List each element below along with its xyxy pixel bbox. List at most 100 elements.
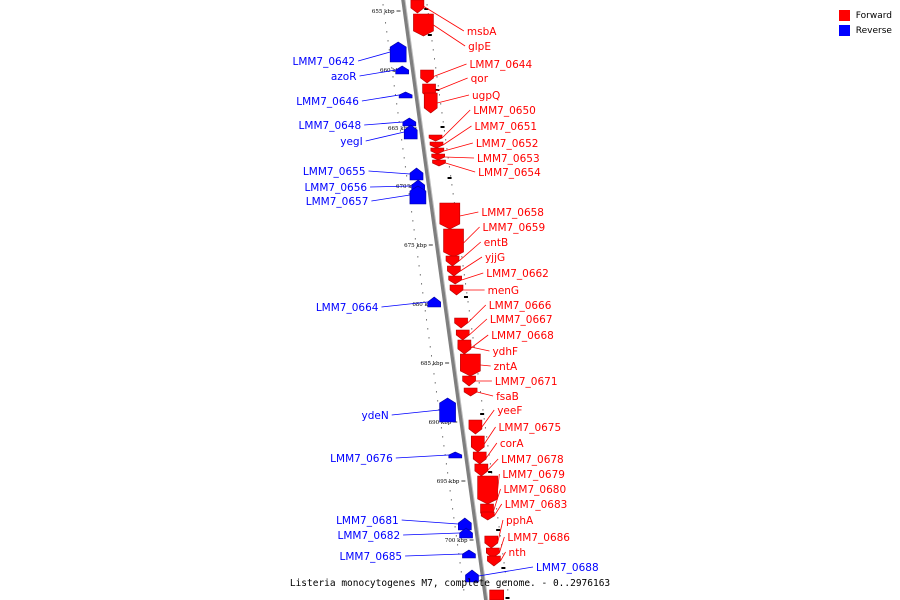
gene-fsab-label: fsaB <box>496 391 519 403</box>
gene-msba-label: msbA <box>467 26 497 38</box>
guide-dot <box>482 409 484 411</box>
gene-znta <box>460 353 481 377</box>
gene-lmm7-0642 <box>389 41 407 63</box>
guide-dot <box>478 382 480 384</box>
guide-dot <box>452 193 454 195</box>
gene-lmm7-0644-leader <box>433 63 467 77</box>
guide-dot <box>428 337 430 339</box>
gene-azor <box>395 65 409 75</box>
guide-dot <box>450 175 452 177</box>
guide-dot <box>462 580 464 582</box>
guide-dot <box>507 589 509 591</box>
gene-azor-leader <box>359 69 396 77</box>
gene-lmm7-0678-label: LMM7_0678 <box>501 454 564 466</box>
gene-nth <box>487 555 501 567</box>
gene-lmm7-0685-leader <box>405 553 463 557</box>
gene-lmm7-0688 <box>465 569 479 583</box>
guide-dot <box>434 58 436 60</box>
gene-lmm7-0686-leader <box>498 536 505 554</box>
gene-lmm7-0657-leader <box>371 194 410 202</box>
guide-dot <box>503 562 505 564</box>
gene-lmm7-0682-leader <box>403 532 460 536</box>
gene-lmm7-0683-leader <box>493 503 503 517</box>
gene-qor-leader <box>435 77 468 92</box>
gene-lmm7-0675-leader <box>483 426 496 445</box>
guide-dot <box>459 562 461 564</box>
guide-dot <box>455 535 457 537</box>
guide-dot <box>484 427 486 429</box>
guide-dot <box>386 31 388 33</box>
forward-swatch <box>838 10 850 21</box>
gene-glpe <box>413 13 434 37</box>
feature-mark <box>496 529 501 531</box>
gene-lmm7-0651-label: LMM7_0651 <box>474 121 537 133</box>
gene-lmm7-0659-label: LMM7_0659 <box>483 222 546 234</box>
gene-lmm7-0656-leader <box>370 185 412 188</box>
guide-dot <box>412 220 414 222</box>
guide-dot <box>438 94 440 96</box>
gene-lmm7-0675-label: LMM7_0675 <box>499 422 562 434</box>
guide-dot <box>433 373 435 375</box>
legend-forward-label: Forward <box>855 10 892 21</box>
guide-dot <box>442 121 444 123</box>
gene-lmm7-0658-label: LMM7_0658 <box>481 207 544 219</box>
gene-lmm7-0644-label: LMM7_0644 <box>470 59 533 71</box>
gene-lmm7-0688-label: LMM7_0688 <box>536 562 599 574</box>
gene-lmm7-0682-label: LMM7_0682 <box>338 530 401 542</box>
guide-dot <box>477 373 479 375</box>
guide-dot <box>396 103 398 105</box>
gene-yden-leader <box>391 409 440 416</box>
gene-yjjg-leader <box>460 256 483 272</box>
guide-dot <box>426 319 428 321</box>
gene-ydhf-label: ydhF <box>492 346 518 358</box>
gene-lmm7-0655-label: LMM7_0655 <box>303 166 366 178</box>
gene-azor-label: azoR <box>331 71 357 83</box>
gene-lmm7-0646-label: LMM7_0646 <box>296 96 359 108</box>
gene-yeef-leader <box>481 409 495 428</box>
gene-yeef <box>468 419 483 435</box>
gene-cora-label: corA <box>500 438 525 450</box>
guide-dot <box>481 400 483 402</box>
gene-lmm7-0659 <box>443 228 464 258</box>
guide-dot <box>449 490 451 492</box>
guide-dot <box>383 13 385 15</box>
guide-dot <box>450 499 452 501</box>
backbone-line <box>401 0 488 600</box>
gene-lmm7-0671-label: LMM7_0671 <box>495 376 558 388</box>
gene-lmm7-0648-label: LMM7_0648 <box>299 120 362 132</box>
gene-lmm7-0681 <box>458 517 472 531</box>
guide-dot <box>444 454 446 456</box>
gene-lmm7-0686 <box>486 547 500 559</box>
gene-lmm7-0686-label: LMM7_0686 <box>507 532 570 544</box>
guide-dot <box>435 391 437 393</box>
gene-lmm7-0644 <box>420 69 434 84</box>
gene-lmm7-0662-leader <box>461 272 484 281</box>
gene-msba <box>410 0 425 14</box>
gene-lmm7-0679 <box>477 475 498 505</box>
guide-dot <box>443 130 445 132</box>
guide-dot <box>429 346 431 348</box>
gene-lmm7-0683 <box>480 511 495 521</box>
gene-glpe-label: glpE <box>468 41 491 53</box>
feature-mark <box>480 413 485 415</box>
partial-gene-glyph <box>489 589 504 600</box>
guide-dot <box>394 94 396 96</box>
gene-lmm7-0657-label: LMM7_0657 <box>306 196 369 208</box>
gene-lmm7-0685 <box>462 549 476 559</box>
gene-lmm7-0648 <box>402 117 417 127</box>
kbp-label: 690 kbp <box>429 420 452 426</box>
kbp-label: 685 kbp <box>420 361 443 367</box>
gene-lmm7-0654-label: LMM7_0654 <box>478 167 541 179</box>
guide-dot <box>441 112 443 114</box>
guide-dot <box>387 40 389 42</box>
guide-dot <box>442 436 444 438</box>
gene-meng <box>449 284 464 296</box>
genome-caption: Listeria monocytogenes M7, complete geno… <box>289 578 611 589</box>
gene-lmm7-0685-label: LMM7_0685 <box>339 551 402 563</box>
gene-yegi-leader <box>365 131 405 142</box>
gene-lmm7-0654-leader <box>445 162 476 173</box>
gene-lmm7-0656-label: LMM7_0656 <box>304 182 367 194</box>
gene-msba-leader <box>423 6 465 32</box>
gene-yegi-label: yegI <box>340 136 362 148</box>
guide-dot <box>447 472 449 474</box>
